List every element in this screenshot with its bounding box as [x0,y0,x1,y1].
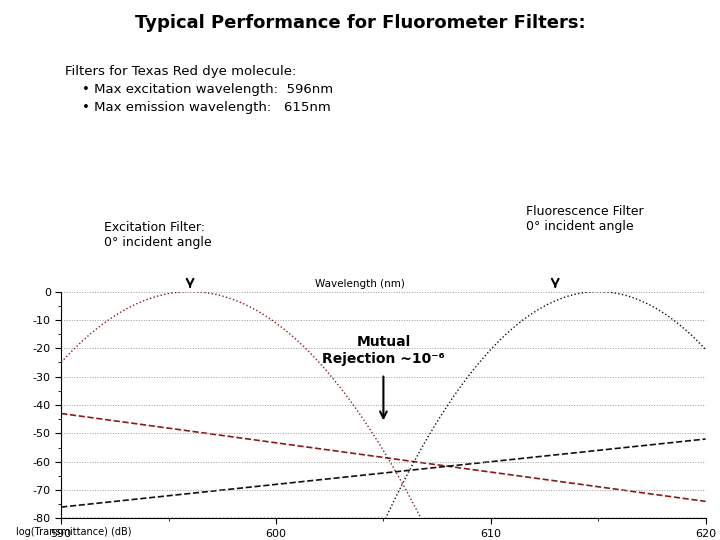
Text: Typical Performance for Fluorometer Filters:: Typical Performance for Fluorometer Filt… [135,14,585,31]
Text: Mutual
Rejection ~10⁻⁶: Mutual Rejection ~10⁻⁶ [322,335,445,366]
Text: Fluorescence Filter
0° incident angle: Fluorescence Filter 0° incident angle [526,205,644,233]
Text: Excitation Filter:
0° incident angle: Excitation Filter: 0° incident angle [104,221,211,249]
Text: Filters for Texas Red dye molecule:
    • Max excitation wavelength:  596nm
    : Filters for Texas Red dye molecule: • Ma… [65,65,333,114]
Text: log(Transmittance) (dB): log(Transmittance) (dB) [16,526,132,537]
Text: Wavelength (nm): Wavelength (nm) [315,279,405,289]
